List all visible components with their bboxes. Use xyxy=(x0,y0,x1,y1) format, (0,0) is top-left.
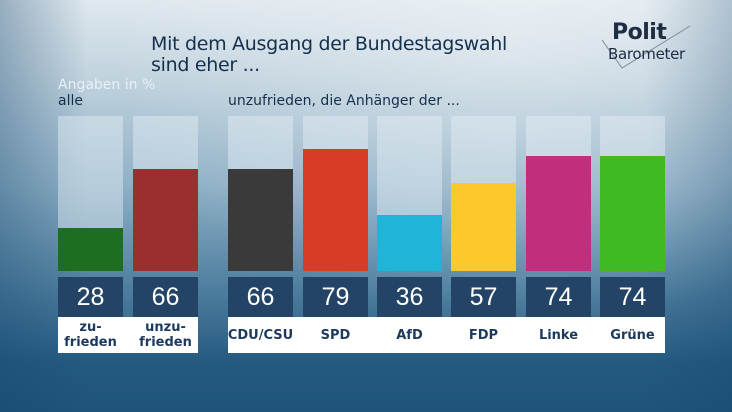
bar xyxy=(303,148,368,271)
bar xyxy=(377,215,442,271)
category-label-line: CDU/CSU xyxy=(227,327,294,343)
category-label-line: AfD xyxy=(396,327,423,343)
category-label-line: SPD xyxy=(320,327,351,343)
value-label: 66 xyxy=(228,277,293,317)
group-label-all: alle xyxy=(58,93,83,109)
value-label: 74 xyxy=(526,277,591,317)
bar xyxy=(58,227,123,271)
logo-polit: Polit xyxy=(612,20,667,45)
category-label: zu-frieden xyxy=(54,320,127,350)
category-label-line: frieden xyxy=(139,335,192,350)
bar xyxy=(600,156,665,271)
value-label: 57 xyxy=(451,277,516,317)
category-label: AfD xyxy=(373,328,446,343)
category-label-line: zu- xyxy=(79,320,102,335)
category-label: unzu-frieden xyxy=(129,320,202,350)
checkmark-icon xyxy=(601,25,691,69)
title-line-2: sind eher ... xyxy=(151,54,260,76)
category-label: FDP xyxy=(447,328,520,343)
category-label: Grüne xyxy=(596,328,669,343)
bar xyxy=(133,168,198,271)
bar xyxy=(526,156,591,271)
title-line-1: Mit dem Ausgang der Bundestagswahl xyxy=(151,33,507,55)
unit-note: Angaben in % xyxy=(58,77,156,93)
category-label: SPD xyxy=(299,328,372,343)
chart-title: Mit dem Ausgang der Bundestagswahl sind … xyxy=(151,34,507,76)
politbarometer-logo: Polit Barometer xyxy=(598,18,708,78)
category-label-line: FDP xyxy=(468,327,499,343)
bar xyxy=(228,168,293,271)
logo-barometer: Barometer xyxy=(608,45,685,63)
category-label-line: Grüne xyxy=(610,327,655,343)
label-strip xyxy=(228,317,665,353)
bar xyxy=(451,182,516,271)
category-label: CDU/CSU xyxy=(224,328,297,343)
group-label-parties: unzufrieden, die Anhänger der ... xyxy=(228,93,460,109)
category-label: Linke xyxy=(522,328,595,343)
value-label: 74 xyxy=(600,277,665,317)
value-label: 79 xyxy=(303,277,368,317)
label-strip xyxy=(58,317,198,353)
value-label: 36 xyxy=(377,277,442,317)
value-label: 28 xyxy=(58,277,123,317)
value-label: 66 xyxy=(133,277,198,317)
category-label-line: frieden xyxy=(64,335,117,350)
category-label-line: Linke xyxy=(538,327,579,343)
category-label-line: unzu- xyxy=(145,320,186,335)
